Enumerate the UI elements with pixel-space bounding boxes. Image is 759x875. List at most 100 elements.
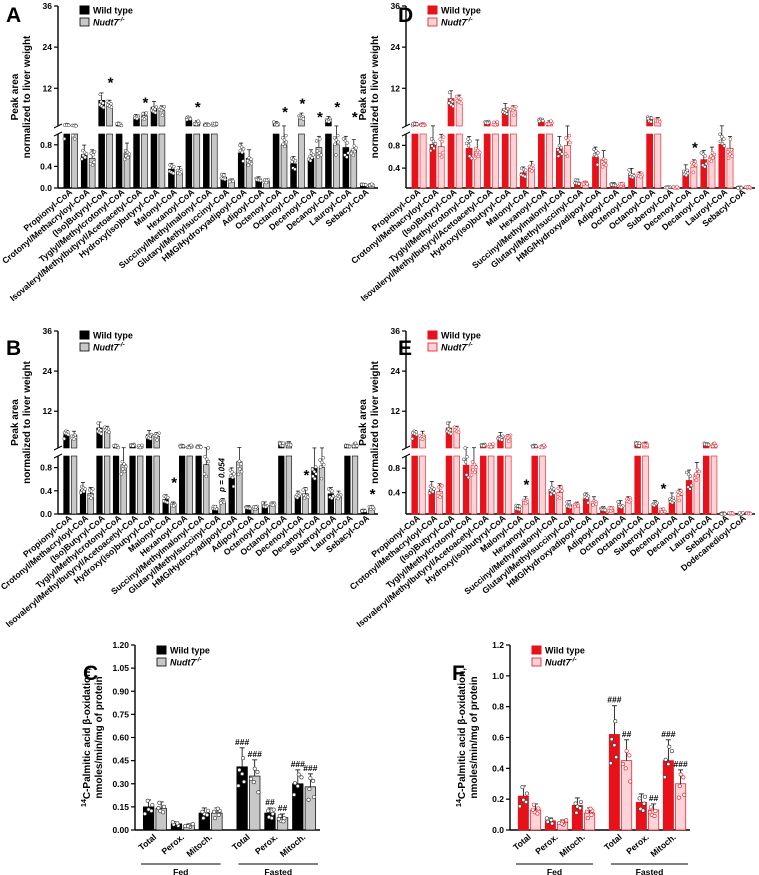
y-axis-title-line1: Peak area [10,73,21,120]
data-point [431,139,436,144]
data-point [334,138,339,142]
data-point [440,139,444,144]
data-point [694,471,698,476]
data-point [681,775,686,780]
data-point [469,473,474,477]
data-point [116,122,121,126]
y-tick-label: 0.45 [112,756,129,766]
bar-nudt7-lower [419,133,427,189]
data-point [119,472,124,476]
data-point [157,800,162,805]
data-point [172,164,176,169]
data-point [166,495,170,500]
data-point [552,491,556,495]
y-tick-label: 0.60 [112,733,129,743]
data-point [627,168,631,172]
y-axis-title-line1: Peak area [358,399,369,446]
data-point [558,150,562,154]
bars [410,90,753,190]
data-point [336,140,341,144]
y-tick-label: 24 [43,42,53,52]
significance-star: * [352,109,358,126]
data-point [584,809,589,814]
legend-label-nudt7: Nudt7-/- [93,342,125,353]
bar-nudt7 [676,495,683,515]
y-tick-label: 0.4 [40,486,52,496]
significance-hash: ## [622,729,632,739]
data-point [66,432,71,437]
data-point [178,171,182,176]
data-point [577,182,581,186]
data-point [440,483,444,488]
data-point [722,137,726,141]
data-point [96,421,100,425]
data-point [371,505,375,510]
data-point [190,822,195,827]
bar-wild-type-lower [531,455,538,515]
x-tick-label: Perox. [533,832,560,857]
data-point [238,467,242,471]
data-point [237,459,242,463]
data-point [249,776,254,781]
data-point [310,467,315,472]
data-point [322,462,326,467]
data-point [608,761,613,766]
data-point [334,153,338,157]
data-point [307,786,312,791]
data-point [121,467,125,471]
data-point [576,504,580,508]
data-point [283,144,287,149]
data-point [549,119,553,123]
data-point [719,512,724,516]
data-point [305,495,310,499]
data-point [692,476,697,480]
data-point [205,812,210,817]
data-point [523,168,528,173]
data-point [178,444,183,449]
data-point [624,749,629,754]
legend-label-nudt7: Nudt7-/- [441,17,473,28]
data-point [511,108,515,113]
data-point [704,161,709,166]
data-point [251,780,256,785]
legend-swatch-wild-type [427,5,438,15]
bar-wild-type-lower [537,133,545,189]
data-point [239,469,244,474]
data-point [212,809,217,814]
data-point [524,501,528,506]
data-point [675,185,679,189]
data-point [723,512,727,516]
data-point [196,119,200,123]
data-point [314,139,319,143]
significance-hash: ### [607,695,621,705]
data-point [619,182,624,186]
data-point [84,152,89,156]
data-point [311,153,316,157]
group-label-fed: Fed [173,867,188,875]
legend-swatch-nudt7 [79,17,90,27]
data-point [241,779,246,784]
data-point [604,163,608,168]
legend-swatch-wild-type [79,330,90,340]
data-point [517,804,522,809]
significance-star: * [171,475,177,492]
data-point [231,484,236,489]
y-axis-title: 14C-Palmitic acid β-oxidation, nmoles/min… [456,668,480,807]
data-point [677,784,682,789]
y-tick-label: 0.8 [492,702,504,712]
data-point [679,492,684,496]
data-point [530,807,535,812]
data-point [642,794,647,799]
data-point [280,136,285,140]
data-point [301,488,305,492]
axis-break-mark [53,445,63,451]
bar-nudt7-lower [141,133,148,189]
y-tick-label: 0.90 [112,686,129,696]
bar-nudt7-lower [654,133,662,189]
data-point [578,799,583,804]
data-point [676,795,681,800]
legend-swatch-wild-type [156,645,167,655]
data-point [747,185,752,190]
data-point [534,444,538,449]
data-point [703,154,708,158]
